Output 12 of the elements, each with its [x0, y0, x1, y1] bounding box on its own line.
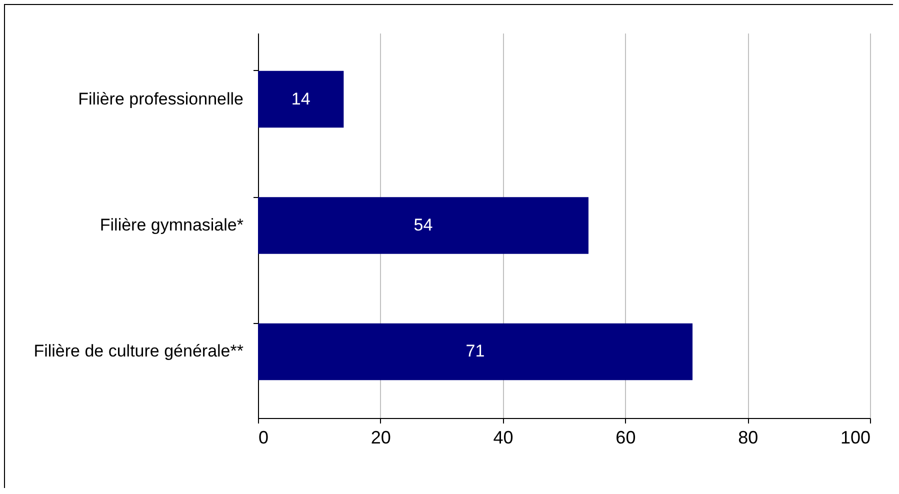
y-tick-label: Filière de culture générale**: [34, 342, 244, 361]
y-tick-label: Filière gymnasiale*: [100, 216, 244, 234]
x-tick-label: 0: [258, 428, 269, 448]
x-tick-label: 80: [738, 428, 758, 448]
x-tick-label: 40: [493, 428, 514, 448]
x-tick-label: 100: [840, 428, 870, 448]
data-label: 54: [414, 216, 433, 234]
data-label: 71: [466, 342, 485, 361]
x-tick-label: 20: [370, 428, 391, 448]
data-label: 14: [291, 89, 310, 108]
x-tick-label: 60: [616, 428, 636, 448]
y-tick-label: Filière professionnelle: [78, 89, 244, 108]
